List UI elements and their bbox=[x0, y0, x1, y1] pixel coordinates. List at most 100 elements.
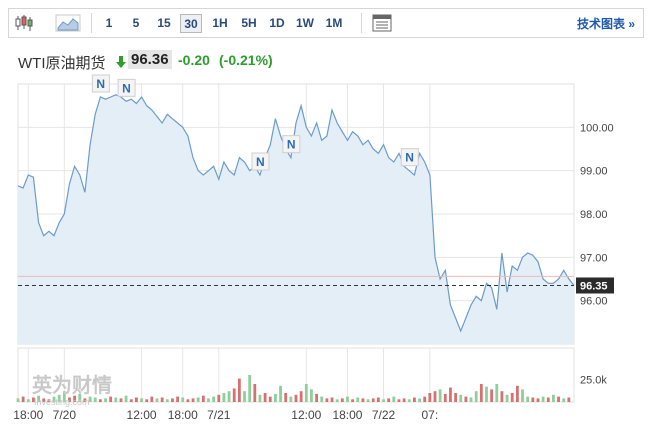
current-price-label: 96.35 bbox=[580, 281, 608, 293]
news-marker-label: N bbox=[405, 151, 414, 165]
time-tick-label: 12:00 bbox=[291, 408, 321, 422]
volume-bar bbox=[135, 397, 138, 402]
timeframe-5h[interactable]: 5H bbox=[241, 16, 257, 30]
price-tick-label: 98.00 bbox=[580, 209, 608, 221]
volume-bar bbox=[402, 398, 406, 402]
volume-bar bbox=[552, 394, 555, 402]
volume-bar bbox=[253, 384, 257, 402]
volume-bar bbox=[248, 375, 252, 402]
volume-bar bbox=[376, 397, 380, 402]
volume-tick-label: 25.0k bbox=[580, 375, 607, 387]
volume-bar bbox=[37, 395, 40, 402]
volume-bar bbox=[268, 396, 272, 402]
volume-bar bbox=[536, 398, 540, 402]
volume-bar bbox=[88, 396, 92, 402]
volume-bar bbox=[289, 396, 293, 402]
watermark-sub: Investing.com bbox=[34, 397, 90, 407]
timeframe-30[interactable]: 30 bbox=[180, 14, 202, 33]
timeframe-1w[interactable]: 1W bbox=[296, 16, 314, 30]
volume-bar bbox=[418, 398, 421, 402]
volume-bar bbox=[299, 391, 303, 402]
volume-bar bbox=[52, 396, 56, 402]
volume-bar bbox=[500, 391, 504, 402]
volume-bar bbox=[181, 397, 185, 402]
volume-bar bbox=[186, 399, 190, 402]
volume-bar bbox=[438, 389, 442, 402]
timeframe-15[interactable]: 15 bbox=[157, 16, 171, 30]
volume-bar bbox=[423, 396, 427, 402]
news-list-icon[interactable] bbox=[371, 13, 393, 33]
volume-bar bbox=[294, 394, 298, 402]
volume-bar bbox=[464, 396, 468, 402]
news-marker-label: N bbox=[96, 77, 105, 91]
time-tick-label: 18:00 bbox=[168, 408, 198, 422]
news-marker bbox=[282, 135, 301, 154]
candlestick-icon[interactable] bbox=[13, 13, 35, 33]
timeframe-5[interactable]: 5 bbox=[132, 16, 140, 30]
volume-bar bbox=[155, 398, 159, 402]
volume-bar bbox=[315, 393, 318, 402]
volume-bar bbox=[243, 391, 246, 402]
volume-bar bbox=[284, 393, 288, 402]
volume-bar bbox=[459, 394, 463, 402]
price-tick-label: 100.00 bbox=[580, 122, 614, 134]
volume-bar bbox=[16, 398, 20, 402]
price-tick-label: 97.00 bbox=[580, 252, 608, 264]
news-marker-label: N bbox=[122, 81, 131, 95]
chart-toolbar: 1 5 15 30 1H 5H 1D 1W 1M 技术图表 » bbox=[8, 8, 644, 38]
toolbar-separator bbox=[361, 13, 362, 33]
price-change-percent: (-0.21%) bbox=[219, 52, 273, 68]
timeframe-1[interactable]: 1 bbox=[105, 16, 113, 30]
toolbar-separator bbox=[91, 13, 92, 33]
volume-bar bbox=[176, 396, 179, 402]
volume-bar bbox=[191, 398, 195, 402]
instrument-name: WTI原油期货 bbox=[18, 55, 106, 72]
advanced-chart-link[interactable]: 技术图表 » bbox=[576, 17, 635, 31]
volume-bar bbox=[428, 393, 432, 402]
volume-bar bbox=[232, 388, 236, 402]
volume-bar bbox=[449, 387, 452, 402]
timeframe-1d[interactable]: 1D bbox=[269, 16, 285, 30]
volume-bar bbox=[531, 397, 535, 402]
volume-bar bbox=[114, 397, 118, 402]
volume-bar bbox=[160, 397, 164, 402]
volume-bar bbox=[371, 398, 375, 402]
volume-bar bbox=[330, 397, 334, 402]
volume-bar bbox=[366, 399, 370, 402]
volume-bar bbox=[510, 393, 514, 402]
volume-bar bbox=[68, 397, 71, 402]
volume-bar bbox=[21, 396, 25, 402]
down-arrow-icon bbox=[114, 55, 128, 69]
area-chart-icon[interactable] bbox=[55, 13, 81, 33]
price-area bbox=[18, 94, 574, 344]
volume-bar bbox=[397, 399, 401, 402]
volume-bar bbox=[171, 398, 174, 402]
news-marker bbox=[117, 78, 136, 97]
volume-bar bbox=[83, 398, 87, 402]
volume-bar bbox=[217, 394, 221, 402]
volume-bar bbox=[382, 399, 385, 402]
volume-bar bbox=[237, 378, 241, 402]
current-price-badge bbox=[576, 277, 614, 294]
volume-bar bbox=[78, 393, 82, 402]
volume-bar bbox=[165, 399, 169, 402]
news-marker bbox=[91, 74, 110, 93]
volume-bar bbox=[413, 397, 416, 402]
timeframe-1h[interactable]: 1H bbox=[212, 16, 228, 30]
volume-bar bbox=[145, 399, 149, 402]
time-tick-label: 07: bbox=[422, 408, 439, 422]
timeframe-1m[interactable]: 1M bbox=[325, 16, 343, 30]
volume-bar bbox=[207, 398, 210, 402]
volume-bar bbox=[485, 386, 488, 402]
volume-bar bbox=[42, 398, 46, 402]
volume-bar bbox=[140, 398, 143, 402]
time-tick-label: 18:00 bbox=[332, 408, 362, 422]
volume-bar bbox=[361, 398, 365, 402]
volume-bar bbox=[351, 399, 355, 402]
volume-bar bbox=[119, 398, 123, 402]
volume-bar bbox=[387, 398, 391, 402]
volume-bar bbox=[320, 396, 324, 402]
volume-bar bbox=[454, 393, 457, 402]
volume-bar bbox=[335, 399, 339, 402]
